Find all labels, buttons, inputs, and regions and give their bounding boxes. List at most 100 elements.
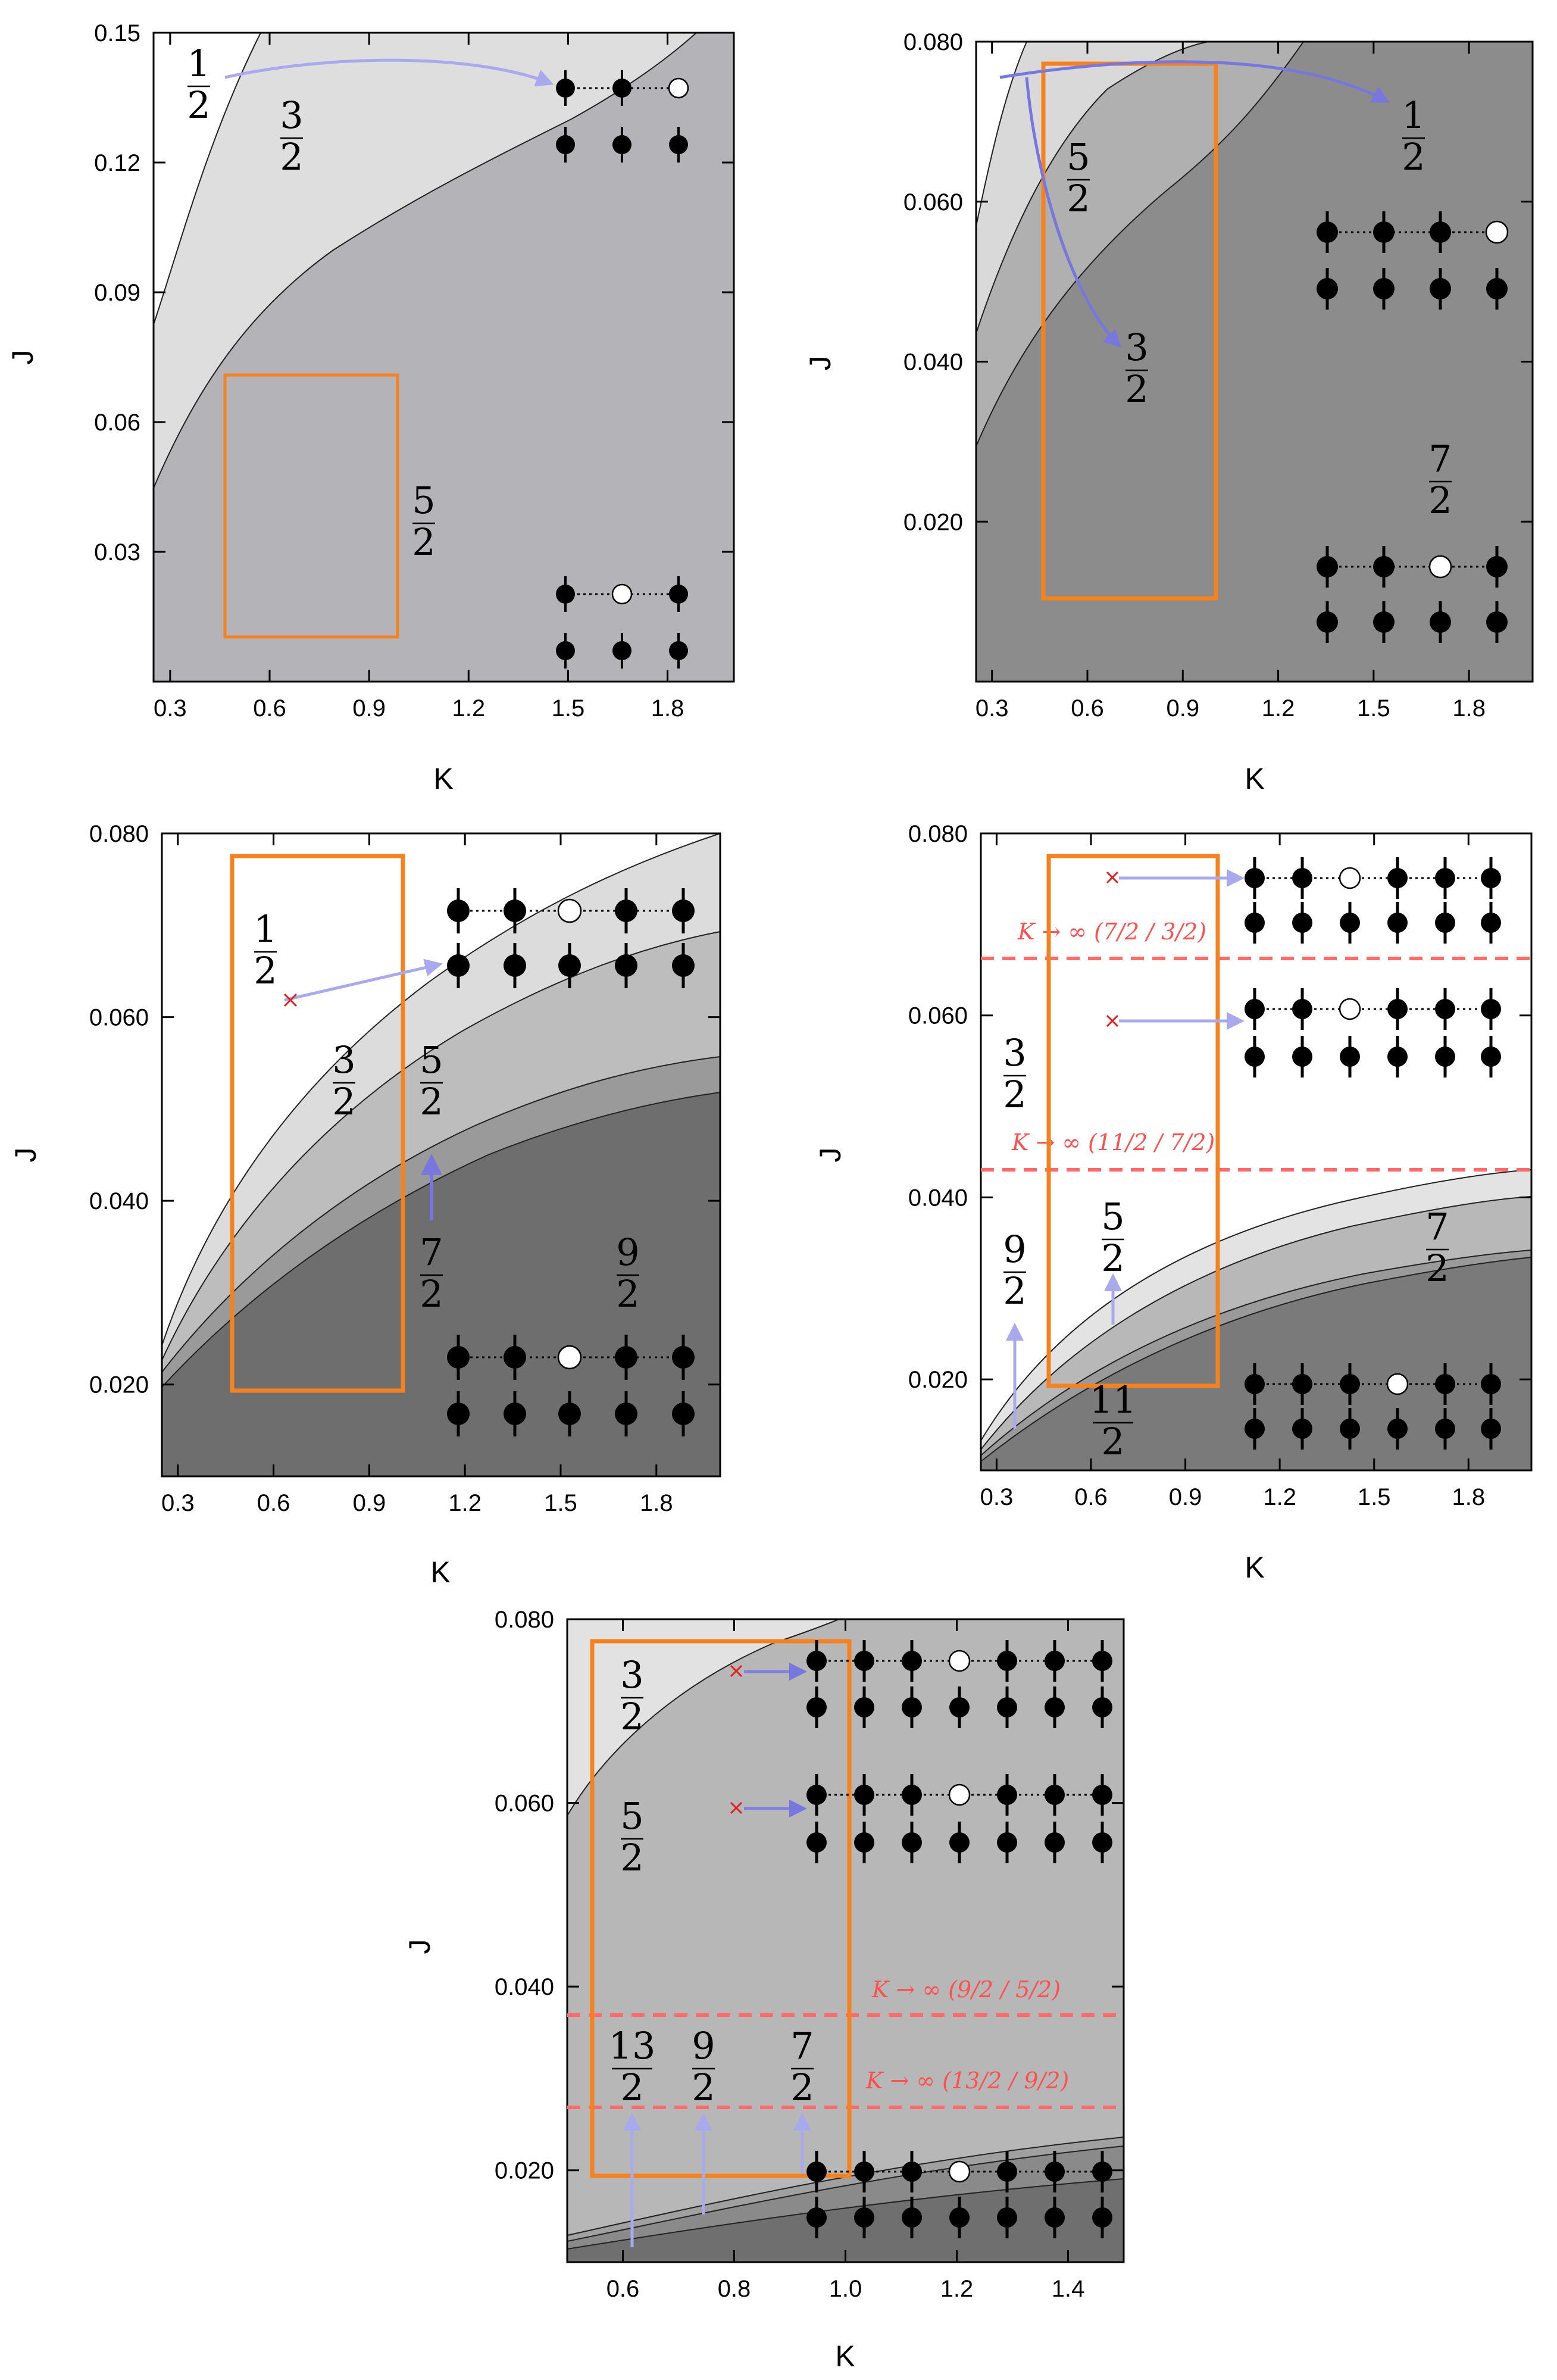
region-label-5-2: 5 2 bbox=[1101, 1195, 1124, 1280]
svg-text:2: 2 bbox=[420, 1272, 443, 1316]
panel-top-left: 1 2 3 2 5 2 bbox=[6, 20, 735, 795]
svg-text:2: 2 bbox=[254, 949, 277, 992]
x-tick-label: 1.8 bbox=[640, 1490, 673, 1516]
y-tick-label: 0.15 bbox=[94, 20, 140, 46]
marker bbox=[283, 993, 298, 1007]
spin-config-bottom bbox=[447, 1335, 695, 1436]
region-13-2 bbox=[567, 2178, 1124, 2263]
marker-1 bbox=[730, 1664, 743, 1678]
x-tick-label: 0.9 bbox=[352, 695, 386, 722]
svg-text:1: 1 bbox=[254, 907, 277, 951]
dashed-line-1-label: K → ∞ (9/2 / 5/2) bbox=[871, 1976, 1061, 2003]
svg-text:2: 2 bbox=[1402, 135, 1425, 179]
transition-arrow bbox=[224, 58, 554, 87]
svg-text:2: 2 bbox=[412, 520, 435, 564]
y-tick-label: 0.03 bbox=[94, 539, 140, 566]
region-label-3-2: 3 2 bbox=[332, 1038, 355, 1123]
y-tick-label: 0.060 bbox=[495, 1791, 554, 1817]
svg-text:5: 5 bbox=[412, 479, 435, 522]
x-tick-label: 0.9 bbox=[1169, 1484, 1202, 1510]
x-tick-label: 0.3 bbox=[161, 1490, 195, 1516]
panel-middle-right: K → ∞ (7/2 / 3/2) K → ∞ (11/2 / 7/2) 3 2… bbox=[814, 821, 1533, 1584]
svg-text:2: 2 bbox=[620, 1836, 643, 1879]
spin-config-top bbox=[1245, 857, 1501, 944]
y-tick-label: 0.040 bbox=[903, 349, 963, 376]
svg-text:7: 7 bbox=[1425, 1205, 1449, 1248]
y-tick-label: 0.020 bbox=[903, 509, 963, 535]
x-axis-label: K bbox=[433, 762, 453, 795]
svg-text:2: 2 bbox=[616, 1272, 639, 1316]
region-label-3-2: 3 2 bbox=[280, 93, 303, 179]
x-axis-label: K bbox=[835, 2340, 855, 2373]
x-tick-label: 1.5 bbox=[1358, 1484, 1391, 1510]
svg-text:5: 5 bbox=[620, 1794, 643, 1838]
y-axis-label: J bbox=[803, 356, 837, 371]
region-label-11-2: 11 2 bbox=[1090, 1378, 1137, 1463]
marker-2 bbox=[730, 1801, 743, 1814]
y-axis-label: J bbox=[403, 1939, 436, 1954]
y-tick-label: 0.080 bbox=[908, 821, 968, 847]
region-3-2 bbox=[976, 41, 1209, 334]
region-label-5-2: 5 2 bbox=[620, 1794, 643, 1879]
svg-text:2: 2 bbox=[790, 2066, 814, 2109]
spin-config-bottom bbox=[1317, 546, 1508, 643]
spin-config-top bbox=[556, 70, 689, 163]
y-tick-label: 0.060 bbox=[908, 1003, 968, 1029]
x-tick-label: 0.6 bbox=[1074, 1484, 1108, 1510]
x-tick-label: 1.5 bbox=[1357, 695, 1390, 722]
y-axis-label: J bbox=[814, 1148, 847, 1163]
svg-text:5: 5 bbox=[1067, 135, 1090, 179]
region-9-2 bbox=[161, 1091, 721, 1477]
y-tick-label: 0.040 bbox=[89, 1188, 149, 1214]
region-label-9-2: 9 2 bbox=[1003, 1228, 1026, 1313]
region-1-2 bbox=[976, 41, 1028, 227]
region-3-2 bbox=[567, 1619, 840, 1818]
svg-text:1: 1 bbox=[187, 42, 210, 85]
x-tick-label: 1.8 bbox=[1452, 695, 1486, 722]
svg-text:2: 2 bbox=[1003, 1269, 1026, 1313]
svg-text:2: 2 bbox=[1125, 367, 1148, 411]
x-tick-label: 1.8 bbox=[651, 695, 684, 722]
svg-text:3: 3 bbox=[1125, 326, 1148, 369]
x-tick-label: 0.6 bbox=[606, 2276, 640, 2302]
region-label-7-2: 7 2 bbox=[1428, 437, 1452, 522]
svg-text:2: 2 bbox=[1425, 1247, 1449, 1290]
marker-1 bbox=[1106, 871, 1119, 884]
svg-text:2: 2 bbox=[1003, 1073, 1026, 1116]
svg-text:13: 13 bbox=[609, 2024, 656, 2067]
spin-config-bottom bbox=[1245, 1363, 1501, 1450]
x-tick-label: 0.3 bbox=[154, 695, 187, 722]
y-tick-label: 0.12 bbox=[94, 150, 140, 176]
svg-text:7: 7 bbox=[790, 2024, 814, 2067]
svg-text:3: 3 bbox=[1003, 1031, 1026, 1075]
x-tick-label: 0.9 bbox=[353, 1490, 386, 1516]
x-tick-label: 0.3 bbox=[980, 1484, 1014, 1510]
dashed-line-2-label: K → ∞ (11/2 / 7/2) bbox=[1011, 1129, 1215, 1155]
region-1-2 bbox=[153, 32, 262, 325]
spin-config-top bbox=[806, 1640, 1112, 1728]
region-label-9-2: 9 2 bbox=[692, 2024, 715, 2109]
axes-panel-3: 0.3 0.6 0.9 1.2 1.5 1.8 0.020 0.040 0.060 0.080 bbox=[89, 821, 720, 1516]
x-tick-label: 1.5 bbox=[552, 695, 585, 722]
x-tick-label: 1.0 bbox=[829, 2276, 862, 2302]
y-tick-label: 0.080 bbox=[89, 821, 149, 847]
x-tick-label: 1.5 bbox=[544, 1490, 577, 1516]
svg-text:3: 3 bbox=[620, 1653, 643, 1697]
svg-text:7: 7 bbox=[1428, 437, 1452, 480]
x-tick-label: 0.3 bbox=[976, 695, 1009, 722]
svg-text:2: 2 bbox=[620, 2066, 643, 2109]
region-label-3-2: 3 2 bbox=[1003, 1031, 1026, 1116]
svg-text:9: 9 bbox=[616, 1230, 639, 1274]
spin-config-middle bbox=[1245, 988, 1501, 1077]
highlight-box bbox=[223, 373, 399, 639]
plot-frame bbox=[161, 832, 721, 1478]
x-tick-label: 0.9 bbox=[1166, 695, 1199, 722]
x-tick-label: 0.6 bbox=[1071, 695, 1104, 722]
svg-text:2: 2 bbox=[1067, 177, 1090, 220]
y-tick-label: 0.080 bbox=[903, 29, 963, 55]
highlight-box bbox=[590, 1639, 852, 2178]
axes-panel-5: 0.6 0.8 1.0 1.2 1.4 0.020 0.040 0.060 0.080 bbox=[495, 1607, 1124, 2302]
svg-text:9: 9 bbox=[692, 2024, 715, 2067]
svg-text:2: 2 bbox=[620, 1695, 643, 1738]
spin-config-bottom bbox=[806, 2151, 1112, 2238]
